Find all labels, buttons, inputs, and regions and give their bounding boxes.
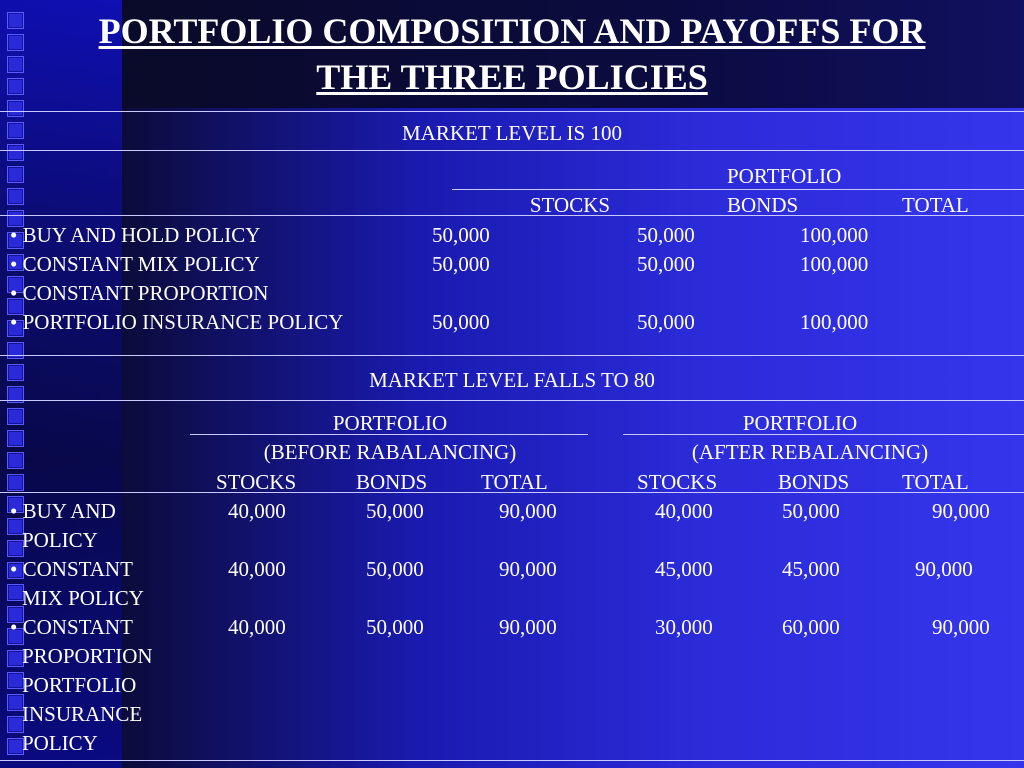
after-stocks-value: 45,000 [655, 557, 713, 581]
page-title: PORTFOLIO COMPOSITION AND PAYOFFS FOR TH… [0, 8, 1024, 100]
after-portfolio-label: PORTFOLIO [742, 411, 858, 435]
divider-top [0, 111, 1024, 112]
policy-name: • BUY AND HOLD POLICY [10, 223, 261, 247]
after-total-value: 90,000 [932, 615, 990, 639]
before-stocks-value: 40,000 [228, 557, 286, 581]
before-col-stocks: STOCKS [216, 470, 297, 494]
top-decor-band [122, 0, 1024, 108]
after-bonds-value: 60,000 [782, 615, 840, 639]
title-line-1: PORTFOLIO COMPOSITION AND PAYOFFS FOR [98, 11, 926, 51]
before-bonds-value: 50,000 [366, 557, 424, 581]
after-bonds-value: 50,000 [782, 499, 840, 523]
section1-portfolio-label: PORTFOLIO [727, 164, 842, 188]
stocks-value: 50,000 [432, 310, 490, 334]
before-col-total: TOTAL [481, 470, 548, 494]
after-subtitle: (AFTER REBALANCING) [691, 440, 929, 464]
divider-section2-heading [0, 400, 1024, 401]
policy-name-line: POLICY [22, 528, 98, 552]
before-bonds-value: 50,000 [366, 499, 424, 523]
policy-name: • CONSTANT MIX POLICY [10, 252, 260, 276]
divider-section2-header [0, 492, 1024, 493]
stocks-value: 50,000 [432, 223, 490, 247]
policy-name-line: POLICY [22, 731, 98, 755]
total-value: 100,000 [800, 310, 869, 334]
before-total-value: 90,000 [499, 615, 557, 639]
after-total-value: 90,000 [915, 557, 973, 581]
divider-section2-top [0, 355, 1024, 356]
before-portfolio-label: PORTFOLIO [332, 411, 448, 435]
before-col-bonds: BONDS [356, 470, 428, 494]
policy-name-line: INSURANCE [22, 702, 143, 726]
bonds-value: 50,000 [637, 310, 695, 334]
policy-name-line: • BUY AND [10, 499, 116, 523]
section1-col-stocks: STOCKS [529, 193, 611, 217]
divider-after-group [623, 434, 1024, 435]
section1-col-total: TOTAL [902, 193, 969, 217]
divider-bottom [0, 760, 1024, 761]
after-stocks-value: 40,000 [655, 499, 713, 523]
divider-section1-group [452, 189, 1024, 190]
divider-before-group [190, 434, 588, 435]
policy-name-line: PROPORTION [22, 644, 153, 668]
after-total-value: 90,000 [932, 499, 990, 523]
before-total-value: 90,000 [499, 499, 557, 523]
policy-name: • PORTFOLIO INSURANCE POLICY [10, 310, 344, 334]
before-stocks-value: 40,000 [228, 499, 286, 523]
title-line-2: THE THREE POLICIES [316, 57, 708, 97]
total-value: 100,000 [800, 252, 869, 276]
total-value: 100,000 [800, 223, 869, 247]
bonds-value: 50,000 [637, 223, 695, 247]
before-subtitle: (BEFORE RABALANCING) [263, 440, 517, 464]
section1-heading: MARKET LEVEL IS 100 [402, 121, 622, 145]
after-bonds-value: 45,000 [782, 557, 840, 581]
before-stocks-value: 40,000 [228, 615, 286, 639]
before-total-value: 90,000 [499, 557, 557, 581]
policy-name: • CONSTANT PROPORTION [10, 281, 269, 305]
after-stocks-value: 30,000 [655, 615, 713, 639]
before-bonds-value: 50,000 [366, 615, 424, 639]
stocks-value: 50,000 [432, 252, 490, 276]
policy-name-line: • CONSTANT [10, 557, 133, 581]
section1-col-bonds: BONDS [727, 193, 799, 217]
divider-section1-header [0, 215, 1024, 216]
bonds-value: 50,000 [637, 252, 695, 276]
section2-heading: MARKET LEVEL FALLS TO 80 [369, 368, 655, 392]
policy-name-line: PORTFOLIO [22, 673, 137, 697]
decor-squares [0, 0, 30, 768]
after-col-bonds: BONDS [778, 470, 850, 494]
policy-name-line: MIX POLICY [22, 586, 144, 610]
policy-name-line: • CONSTANT [10, 615, 133, 639]
divider-section1-heading [0, 150, 1024, 151]
after-col-total: TOTAL [902, 470, 969, 494]
after-col-stocks: STOCKS [637, 470, 718, 494]
